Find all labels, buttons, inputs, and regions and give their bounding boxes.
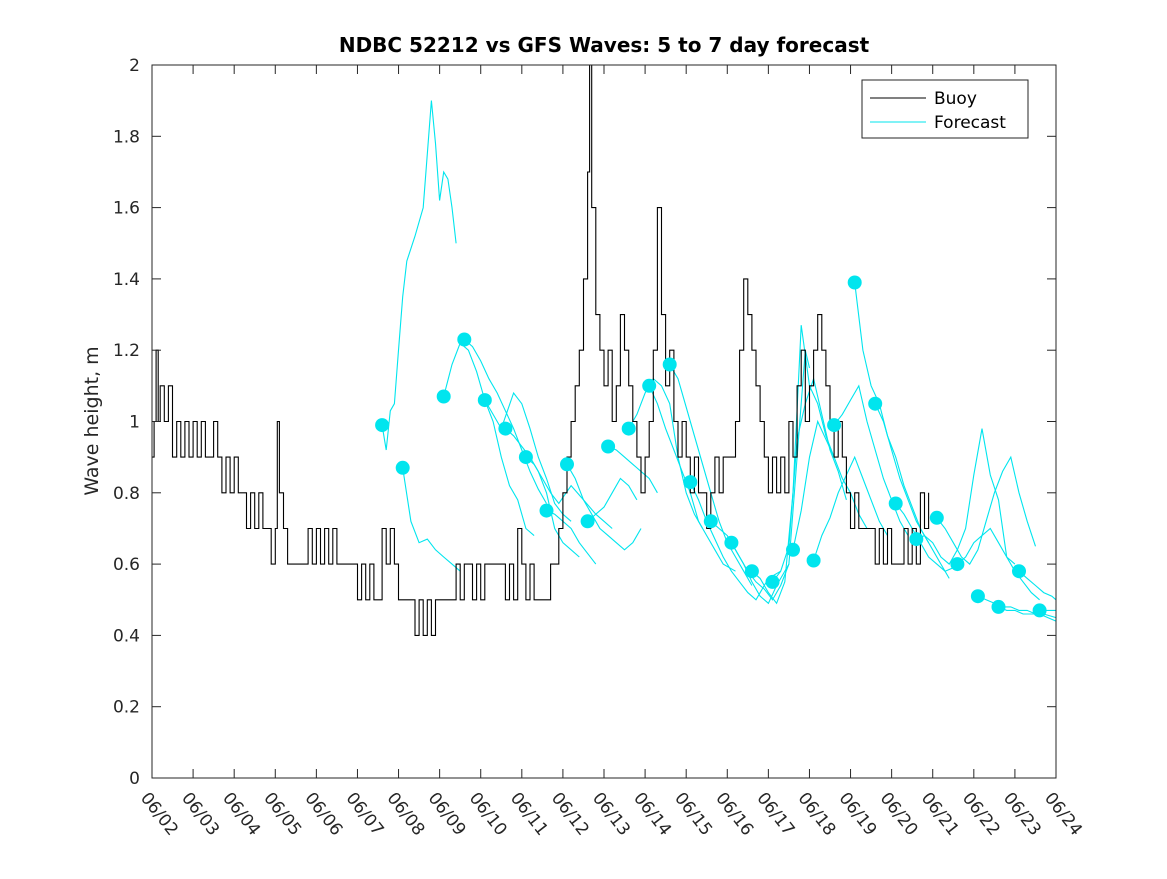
forecast-point	[498, 421, 513, 436]
forecast-series-line	[936, 455, 1037, 565]
forecast-point	[950, 557, 965, 572]
forecast-point	[929, 510, 944, 525]
y-tick-label: 1.4	[113, 270, 140, 290]
forecast-series-line	[443, 342, 535, 537]
forecast-point	[621, 421, 636, 436]
legend-buoy-label: Buoy	[934, 89, 977, 109]
forecast-series-line	[854, 282, 930, 543]
forecast-series-line	[546, 510, 597, 565]
forecast-point	[539, 503, 554, 518]
y-tick-label: 1	[129, 413, 140, 433]
forecast-series-line	[587, 477, 638, 522]
forecast-series-line	[566, 464, 642, 551]
buoy-line	[152, 64, 930, 636]
forecast-series-line	[607, 445, 658, 494]
forecast-point	[765, 574, 780, 589]
plot-area	[152, 65, 1056, 778]
forecast-point	[703, 514, 718, 529]
forecast-series-line	[874, 403, 950, 579]
forecast-point	[601, 439, 616, 454]
forecast-point	[991, 599, 1006, 614]
forecast-series-line	[628, 377, 704, 529]
forecast-point	[868, 396, 883, 411]
forecast-point	[970, 589, 985, 604]
forecast-series-line	[916, 428, 1016, 565]
forecast-point	[580, 514, 595, 529]
y-tick-label: 1.8	[113, 127, 140, 147]
forecast-series-line	[505, 428, 580, 558]
forecast-series-line	[957, 527, 1040, 601]
buoy-series-line	[152, 64, 930, 636]
forecast-point	[847, 275, 862, 290]
forecast-point	[1032, 603, 1047, 618]
y-tick-label: 0	[129, 769, 140, 789]
forecast-point	[909, 532, 924, 547]
forecast-point	[662, 357, 677, 372]
forecast-point	[560, 457, 574, 472]
forecast-point	[518, 450, 533, 465]
forecast-series-line	[730, 350, 811, 601]
forecast-point	[436, 389, 451, 404]
forecast-series-line	[895, 503, 962, 572]
forecast-series-line	[402, 467, 461, 572]
forecast-series-line	[833, 384, 909, 536]
forecast-series-line	[484, 391, 572, 522]
forecast-point	[806, 553, 821, 568]
forecast-point	[1012, 564, 1026, 579]
forecast-markers	[375, 275, 1047, 618]
forecast-series-line	[689, 481, 781, 601]
y-tick-label: 0.8	[113, 484, 140, 504]
legend-forecast-label: Forecast	[934, 113, 1006, 133]
forecast-point	[786, 542, 800, 557]
chart-title: NDBC 52212 vs GFS Waves: 5 to 7 day fore…	[339, 33, 870, 57]
forecast-series-line	[813, 455, 888, 561]
forecast-point	[457, 332, 472, 347]
forecast-point	[395, 460, 410, 475]
forecast-point	[744, 564, 759, 579]
y-axis-label: Wave height, m	[81, 346, 103, 495]
forecast-point	[683, 475, 698, 490]
forecast-series-line	[381, 100, 457, 451]
forecast-series-line	[1018, 570, 1057, 601]
forecast-series-line	[525, 456, 613, 529]
forecast-point	[477, 393, 492, 408]
forecast-point	[724, 535, 739, 550]
y-tick-label: 2	[129, 56, 140, 76]
forecast-series-line	[998, 606, 1057, 622]
y-tick-label: 1.2	[113, 341, 140, 361]
y-tick-label: 0.2	[113, 698, 140, 718]
y-tick-label: 0.6	[113, 555, 140, 575]
y-axis-ticks: 0 0.2 0.4 0.6 0.8 1 1.2 1.4 1.6 1.8 2	[113, 56, 1056, 789]
forecast-point	[888, 496, 903, 511]
forecast-point	[375, 418, 390, 433]
legend: Buoy Forecast	[861, 79, 1029, 139]
y-tick-label: 0.4	[113, 626, 140, 646]
forecast-point	[827, 418, 842, 433]
forecast-point	[642, 378, 657, 393]
y-tick-label: 1.6	[113, 199, 140, 219]
legend-box	[861, 79, 1029, 139]
forecast-series-line	[463, 339, 547, 504]
